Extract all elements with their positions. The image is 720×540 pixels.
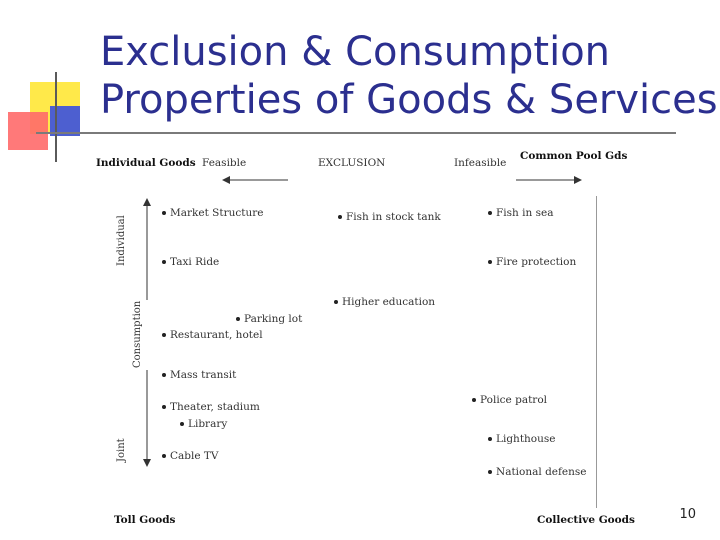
item-taxi-ride: Taxi Ride	[162, 256, 219, 268]
consumption-joint-label: Joint	[116, 438, 127, 462]
item-restaurant-hotel: Restaurant, hotel	[162, 329, 263, 341]
bullet-icon	[162, 405, 166, 409]
item-national-defense: National defense	[488, 466, 586, 478]
bullet-icon	[488, 260, 492, 264]
item-cable-tv: Cable TV	[162, 450, 219, 462]
bullet-icon	[162, 454, 166, 458]
item-police-patrol: Police patrol	[472, 394, 547, 406]
logo-vertical-line	[55, 72, 57, 162]
bullet-icon	[488, 470, 492, 474]
slide-title-line-1: Exclusion & Consumption	[100, 29, 611, 75]
item-fish-in-sea: Fish in sea	[488, 207, 553, 219]
bullet-icon	[472, 398, 476, 402]
individual-goods-label: Individual Goods	[96, 157, 196, 169]
item-theater-stadium: Theater, stadium	[162, 401, 260, 413]
slide-title-line-2: Properties of Goods & Services	[100, 77, 718, 123]
item-fire-protection: Fire protection	[488, 256, 576, 268]
bullet-icon	[162, 260, 166, 264]
item-lighthouse: Lighthouse	[488, 433, 555, 445]
logo-red-square	[8, 112, 48, 150]
slide-title: Exclusion & Consumption Properties of Go…	[100, 28, 718, 124]
bullet-icon	[162, 211, 166, 215]
item-higher-education: Higher education	[334, 296, 435, 308]
bullet-icon	[334, 300, 338, 304]
consumption-axis-title: Consumption	[132, 300, 143, 368]
item-fish-in-stock-tank: Fish in stock tank	[338, 211, 441, 223]
item-mass-transit: Mass transit	[162, 369, 236, 381]
item-market-structure: Market Structure	[162, 207, 263, 219]
bullet-icon	[162, 373, 166, 377]
item-library: Library	[180, 418, 227, 430]
bullet-icon	[488, 437, 492, 441]
item-parking-lot: Parking lot	[236, 313, 302, 325]
bullet-icon	[162, 333, 166, 337]
bullet-icon	[180, 422, 184, 426]
collective-goods-label: Collective Goods	[537, 514, 635, 526]
consumption-individual-label: Individual	[116, 215, 127, 266]
bullet-icon	[338, 215, 342, 219]
bullet-icon	[488, 211, 492, 215]
toll-goods-label: Toll Goods	[114, 514, 176, 526]
exclusion-axis-title: EXCLUSION	[318, 157, 386, 169]
common-pool-goods-label: Common Pool Gds	[520, 150, 628, 162]
exclusion-infeasible-label: Infeasible	[454, 157, 507, 169]
exclusion-feasible-label: Feasible	[202, 157, 247, 169]
bullet-icon	[236, 317, 240, 321]
page-number: 10	[679, 507, 696, 522]
diagram-right-border	[596, 196, 597, 508]
title-underline	[36, 132, 676, 134]
